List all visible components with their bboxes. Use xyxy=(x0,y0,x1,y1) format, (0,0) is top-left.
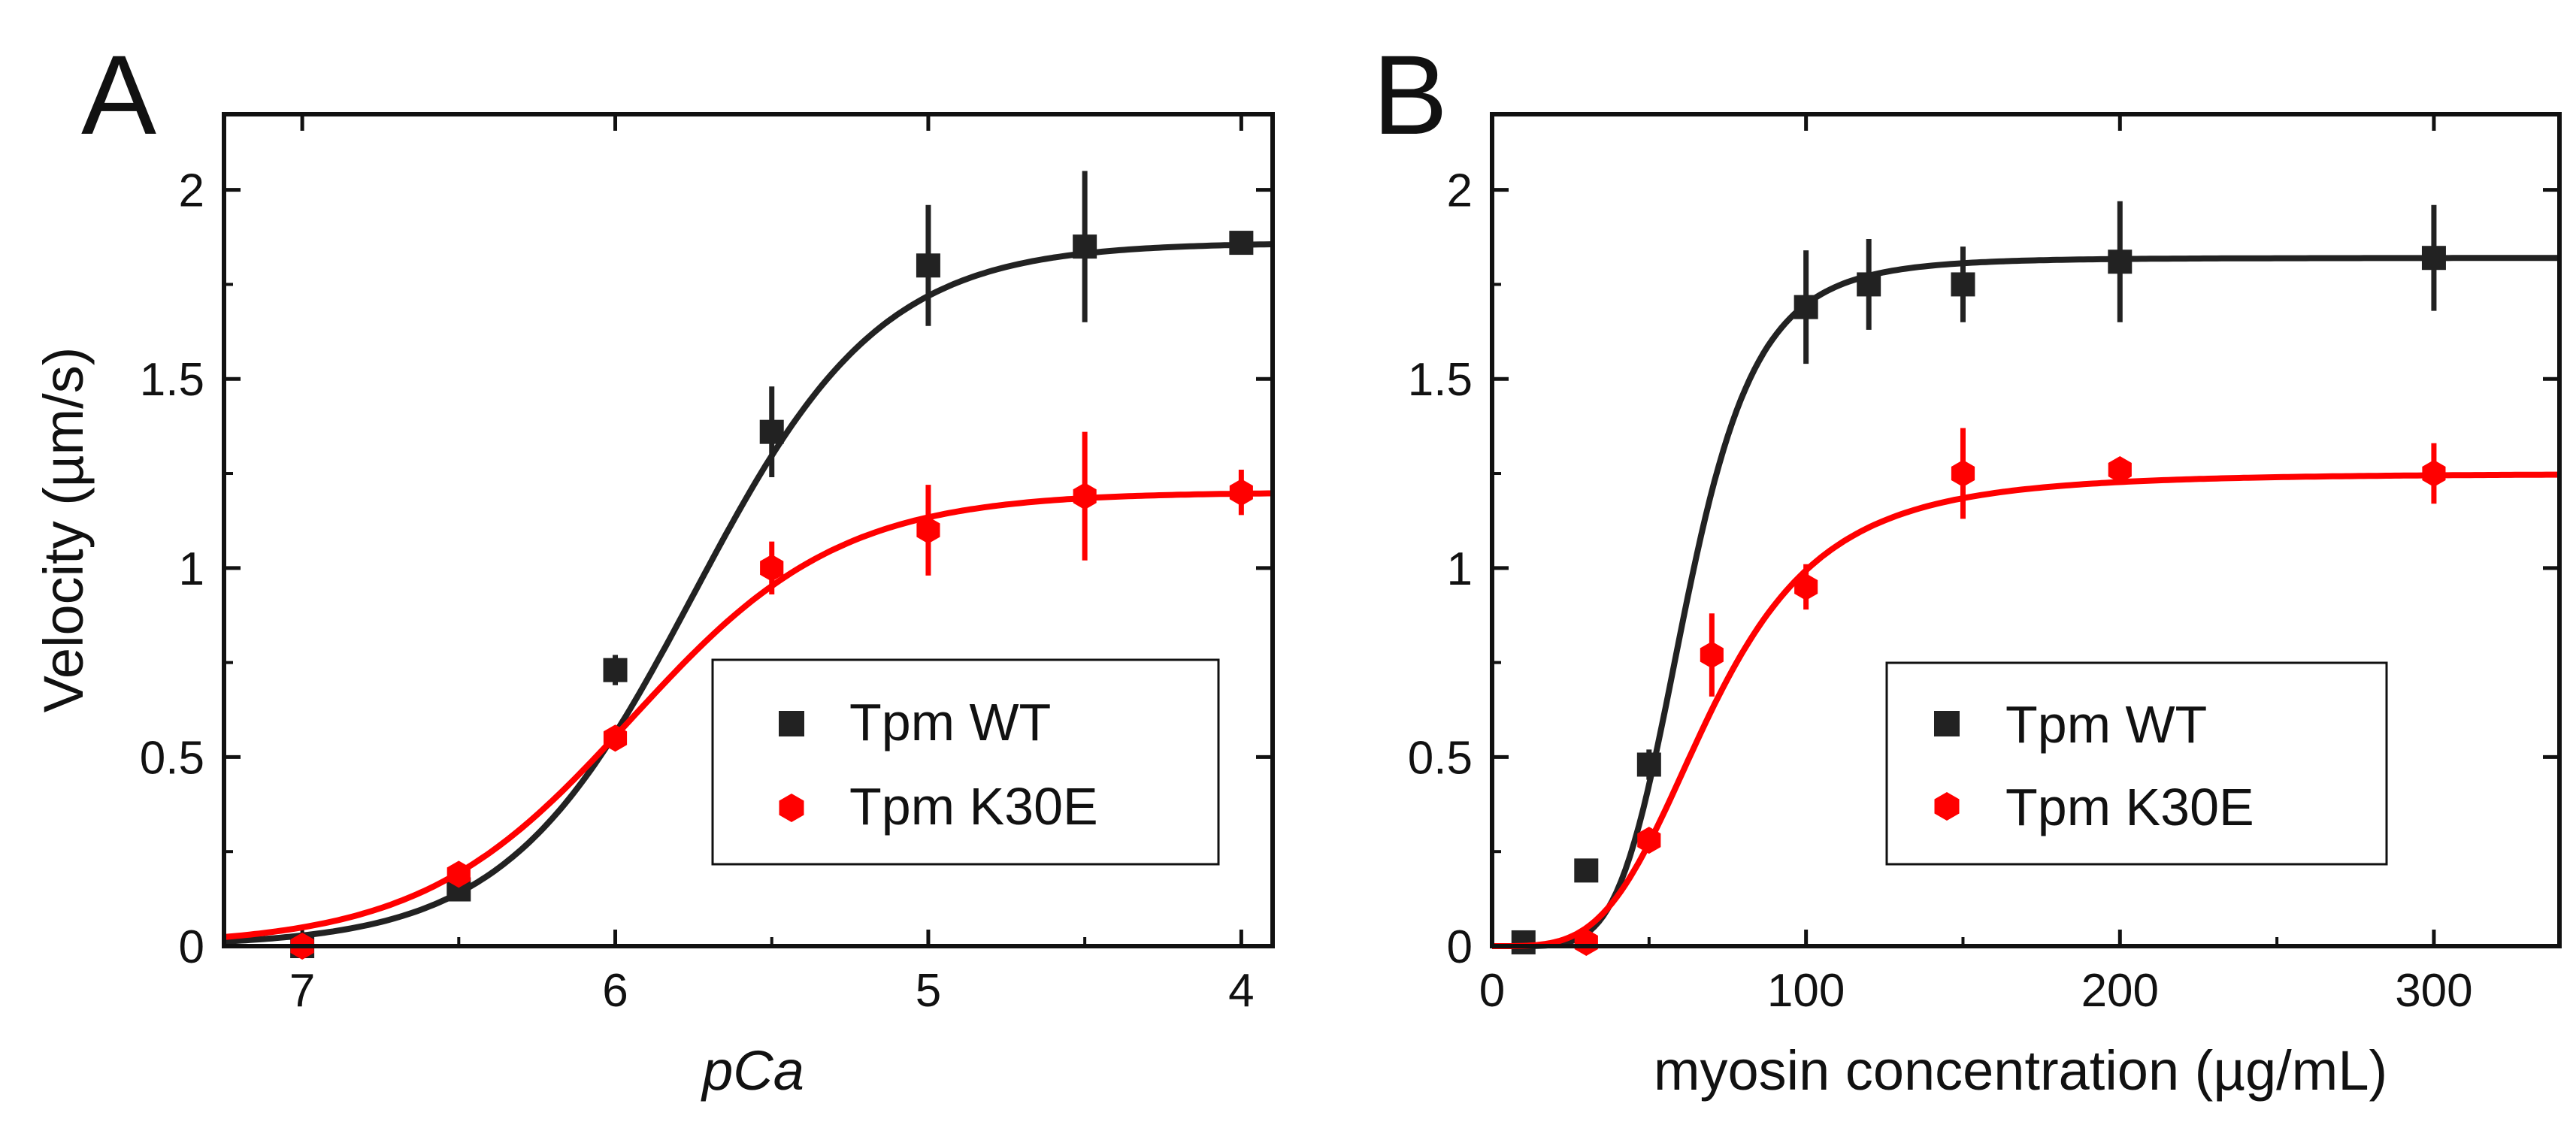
panel-a-y-axis-label: Velocity (µm/s) xyxy=(32,347,95,713)
panel-a-y-tick-label: 1.5 xyxy=(140,354,204,406)
panel-b-data-point-wt xyxy=(1951,272,1975,297)
panel-a-y-tick-label: 0.5 xyxy=(140,732,204,784)
panel-a-legend-marker-wt xyxy=(779,711,804,736)
panel-b-y-tick-label: 2 xyxy=(1447,165,1473,217)
panel-b-legend: Tpm WT Tpm K30E xyxy=(1885,661,2388,866)
panel-b-legend-marker-k30e xyxy=(1934,792,1960,821)
panel-a-data-point-k30e xyxy=(446,860,471,888)
panel-b-letter: B xyxy=(1373,32,1448,158)
panel-a: A 0 0.5 1 1.5 2 7 6 5 4 Velocity (µm/s) pCa Tpm… xyxy=(32,32,1275,1102)
panel-b-data-point-wt xyxy=(1511,930,1536,954)
panel-a-x-tick-label: 6 xyxy=(602,965,628,1017)
panel-b-legend-label-k30e: Tpm K30E xyxy=(2005,778,2254,836)
panel-a-legend-label-wt: Tpm WT xyxy=(849,693,1051,751)
panel-a-legend-marker-k30e xyxy=(779,794,804,822)
panel-a-x-tick-label: 5 xyxy=(916,965,941,1017)
panel-b-x-tick-label: 300 xyxy=(2395,965,2472,1017)
panel-a-y-tick-label: 0 xyxy=(179,921,204,973)
panel-a-frame xyxy=(222,112,1275,948)
panel-b-y-tick-label: 0.5 xyxy=(1408,732,1473,784)
panel-b-data-point-k30e xyxy=(2108,456,2132,483)
panel-b-data-point-wt xyxy=(2108,249,2133,274)
panel-b-data-point-wt xyxy=(1636,752,1661,777)
panel-b-legend-marker-wt xyxy=(1934,711,1960,736)
panel-a-y-tick-label: 1 xyxy=(179,543,204,595)
panel-a-fit-curve-k30e xyxy=(223,490,1273,940)
panel-a-data-point-wt xyxy=(603,658,628,682)
panel-b-frame xyxy=(1490,112,2562,948)
panel-a-data-point-wt xyxy=(759,419,784,444)
panel-a-data-point-k30e xyxy=(760,554,784,582)
panel-a-fit-curve-wt xyxy=(223,241,1273,945)
panel-b-y-tick-label: 0 xyxy=(1447,921,1473,973)
panel-a-y-tick-labels: 0 0.5 1 1.5 2 xyxy=(140,165,204,973)
panel-b-y-tick-labels: 0 0.5 1 1.5 2 xyxy=(1408,165,1473,973)
panel-a-data-point-k30e xyxy=(1229,479,1253,507)
panel-a-x-tick-label: 4 xyxy=(1228,965,1254,1017)
panel-a-legend-box xyxy=(711,658,1220,866)
panel-b-x-tick-label: 200 xyxy=(2081,965,2159,1017)
panel-b-data-point-wt xyxy=(1794,295,1818,319)
panel-a-y-tick-label: 2 xyxy=(179,165,204,217)
panel-b-x-tick-label: 0 xyxy=(1479,965,1505,1017)
panel-a-data-point-wt xyxy=(1229,231,1254,256)
panel-a-letter: A xyxy=(81,32,156,158)
panel-a-plot-area xyxy=(223,114,1273,960)
panel-a-data-point-k30e xyxy=(603,724,628,752)
panel-b-y-tick-label: 1.5 xyxy=(1408,354,1473,406)
panel-b-x-tick-labels: 0 100 200 300 xyxy=(1479,965,2473,1017)
panel-b: B 0 0.5 1 1.5 2 0 100 200 300 myosin concentrat… xyxy=(1373,32,2562,1102)
panel-a-legend: Tpm WT Tpm K30E xyxy=(711,658,1220,866)
panel-a-x-axis-label: pCa xyxy=(701,1039,804,1102)
panel-b-data-point-k30e xyxy=(1951,460,1975,487)
panel-a-data-point-k30e xyxy=(1073,482,1097,510)
panel-a-legend-label-k30e: Tpm K30E xyxy=(849,777,1098,836)
panel-b-y-tick-label: 1 xyxy=(1447,543,1473,595)
panel-a-data-point-wt xyxy=(1073,234,1097,259)
panel-a-data-point-wt xyxy=(916,253,940,278)
panel-a-data-point-k30e xyxy=(916,516,940,544)
panel-a-x-tick-label: 7 xyxy=(289,965,315,1017)
panel-a-x-tick-labels: 7 6 5 4 xyxy=(289,965,1255,1017)
panel-b-data-point-k30e xyxy=(1637,827,1661,854)
panel-b-data-point-k30e xyxy=(1574,929,1598,956)
panel-b-legend-box xyxy=(1885,661,2388,866)
panel-b-x-axis-label: myosin concentration (µg/mL) xyxy=(1654,1039,2387,1102)
panel-b-data-point-wt xyxy=(2421,246,2446,271)
panel-b-data-point-k30e xyxy=(2422,460,2446,487)
panel-b-data-point-wt xyxy=(1574,858,1599,883)
panel-b-data-point-k30e xyxy=(1794,573,1818,600)
panel-b-data-point-k30e xyxy=(1700,641,1724,669)
panel-b-data-point-wt xyxy=(1857,272,1881,297)
panel-b-plot-area xyxy=(1490,114,2559,956)
panel-b-legend-label-wt: Tpm WT xyxy=(2005,695,2207,754)
panel-b-fit-curve-wt xyxy=(1492,255,2559,949)
panel-b-fit-curve-k30e xyxy=(1492,471,2559,949)
panel-b-x-tick-label: 100 xyxy=(1767,965,1845,1017)
